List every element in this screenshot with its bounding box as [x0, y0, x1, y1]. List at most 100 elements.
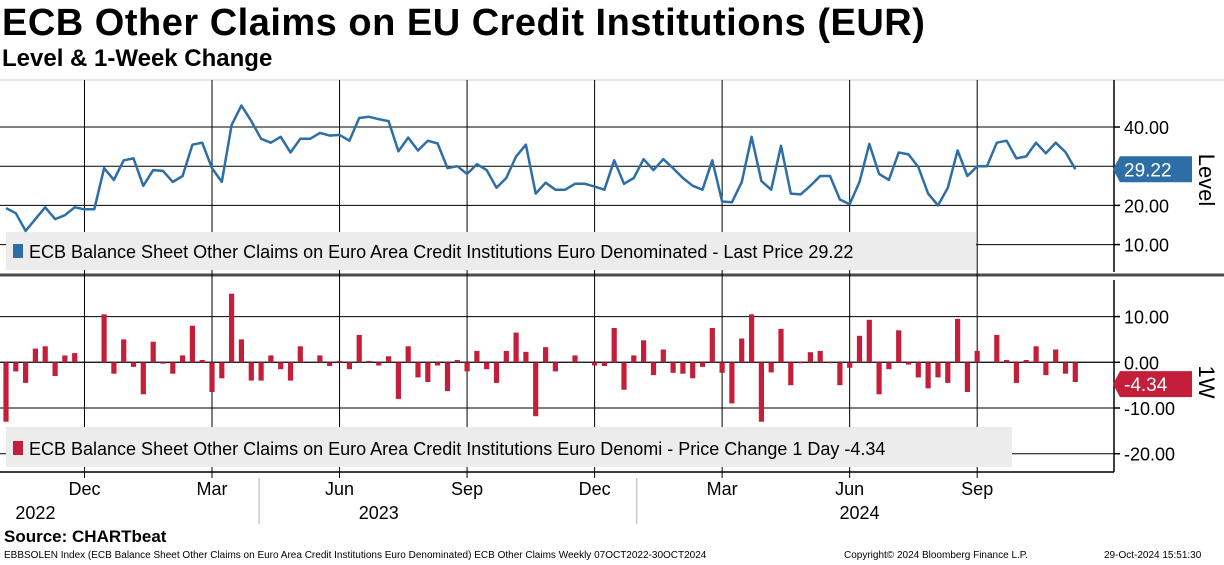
- change-bar: [62, 355, 68, 363]
- change-bar: [317, 355, 323, 363]
- change-tick-label: -10.00: [1124, 399, 1175, 419]
- change-bar: [699, 362, 706, 367]
- change-bar: [42, 346, 48, 363]
- change-bar: [552, 362, 558, 372]
- level-tick-label: 20.00: [1124, 196, 1169, 216]
- change-bar: [690, 362, 696, 379]
- level-last-value-tag: [1113, 156, 1192, 183]
- change-panel-label: 1W: [1194, 366, 1219, 399]
- change-bar: [729, 362, 735, 404]
- footer-index-description: EBBSOLEN Index (ECB Balance Sheet Other …: [4, 550, 707, 561]
- change-bar: [798, 362, 804, 364]
- source-note: Source: CHARTbeat: [4, 527, 167, 546]
- change-bar: [130, 362, 137, 367]
- month-label: Mar: [707, 479, 738, 499]
- month-gridlines: [83, 80, 978, 472]
- change-bar: [503, 350, 509, 363]
- chart-subtitle: Level & 1-Week Change: [2, 45, 273, 72]
- change-bar: [758, 362, 764, 422]
- change-bar: [778, 328, 784, 363]
- change-bar: [1023, 360, 1029, 363]
- change-bar: [1033, 346, 1039, 363]
- change-bar: [592, 362, 598, 366]
- year-label: 2023: [359, 503, 399, 523]
- change-tick-label: 0.00: [1124, 353, 1159, 373]
- change-bar: [435, 362, 441, 366]
- change-bar: [356, 334, 362, 363]
- level-legend-text: ECB Balance Sheet Other Claims on Euro A…: [29, 242, 853, 262]
- change-bar: [346, 362, 352, 370]
- level-tick-label: 10.00: [1124, 236, 1169, 256]
- change-bar: [739, 338, 745, 363]
- change-bar: [905, 362, 912, 365]
- change-bar: [1013, 362, 1019, 383]
- change-bar: [405, 346, 411, 363]
- level-series-line: [5, 104, 1077, 233]
- change-bar: [189, 325, 195, 363]
- change-bar: [415, 362, 421, 378]
- change-bar: [768, 362, 774, 373]
- change-bar: [601, 362, 607, 366]
- change-bar: [631, 355, 637, 363]
- month-label: Sep: [451, 479, 483, 499]
- change-bar: [866, 319, 872, 363]
- change-bar: [719, 362, 725, 373]
- change-bar: [660, 349, 666, 363]
- change-bar: [219, 362, 225, 379]
- footer-timestamp: 29-Oct-2024 15:51:30: [1104, 550, 1202, 561]
- change-bar: [248, 362, 254, 381]
- change-bar: [641, 340, 647, 363]
- change-bar: [13, 362, 19, 372]
- change-last-value-tag: [1113, 371, 1192, 398]
- change-bar: [376, 362, 382, 366]
- month-label: Mar: [197, 479, 228, 499]
- change-legend-swatch: [13, 441, 23, 455]
- change-bar: [1053, 349, 1059, 363]
- change-tick-label: -20.00: [1124, 445, 1175, 465]
- change-bar: [464, 362, 470, 372]
- change-bars: [3, 293, 1078, 422]
- change-bar: [807, 352, 813, 363]
- change-bar: [945, 362, 951, 383]
- change-bar: [896, 330, 902, 363]
- change-bar: [258, 362, 264, 381]
- change-tick-label: 10.00: [1124, 308, 1169, 328]
- change-last-value: -4.34: [1124, 375, 1168, 396]
- month-label: Jun: [325, 479, 354, 499]
- level-axis-ticks: 10.00 20.00 40.00: [1114, 118, 1169, 256]
- change-bar: [101, 314, 107, 363]
- level-legend-swatch: [13, 244, 23, 258]
- change-bar: [533, 362, 539, 417]
- level-legend-box: [6, 232, 976, 270]
- change-bar: [817, 350, 823, 363]
- change-bar: [670, 362, 676, 373]
- change-bar: [837, 362, 843, 386]
- level-gridlines: [0, 126, 1114, 246]
- change-bar: [749, 314, 755, 363]
- change-axis-ticks: -20.00 -10.00 0.00 10.00: [1114, 308, 1175, 465]
- change-bar: [474, 350, 480, 363]
- change-bar: [1062, 362, 1069, 374]
- change-bar: [925, 362, 931, 389]
- change-bar: [827, 362, 833, 364]
- footer-copyright: Copyright© 2024 Bloomberg Finance L.P.: [844, 550, 1028, 561]
- change-legend-text: ECB Balance Sheet Other Claims on Euro A…: [29, 439, 885, 459]
- change-bar: [229, 293, 235, 363]
- change-bar: [425, 362, 431, 382]
- change-bar: [395, 362, 401, 399]
- change-bar: [964, 362, 970, 392]
- year-label: 2022: [15, 503, 55, 523]
- change-bar: [336, 360, 343, 363]
- change-bar: [935, 362, 941, 378]
- change-bar: [160, 362, 166, 364]
- change-bar: [513, 332, 519, 363]
- change-legend-box: [6, 427, 1012, 467]
- change-bar: [1004, 360, 1010, 363]
- change-bar: [3, 362, 9, 422]
- month-label: Sep: [961, 479, 993, 499]
- change-bar: [915, 362, 921, 378]
- change-bar: [150, 341, 156, 363]
- change-bar: [709, 328, 715, 363]
- change-bar: [23, 362, 29, 383]
- change-bar: [199, 360, 205, 363]
